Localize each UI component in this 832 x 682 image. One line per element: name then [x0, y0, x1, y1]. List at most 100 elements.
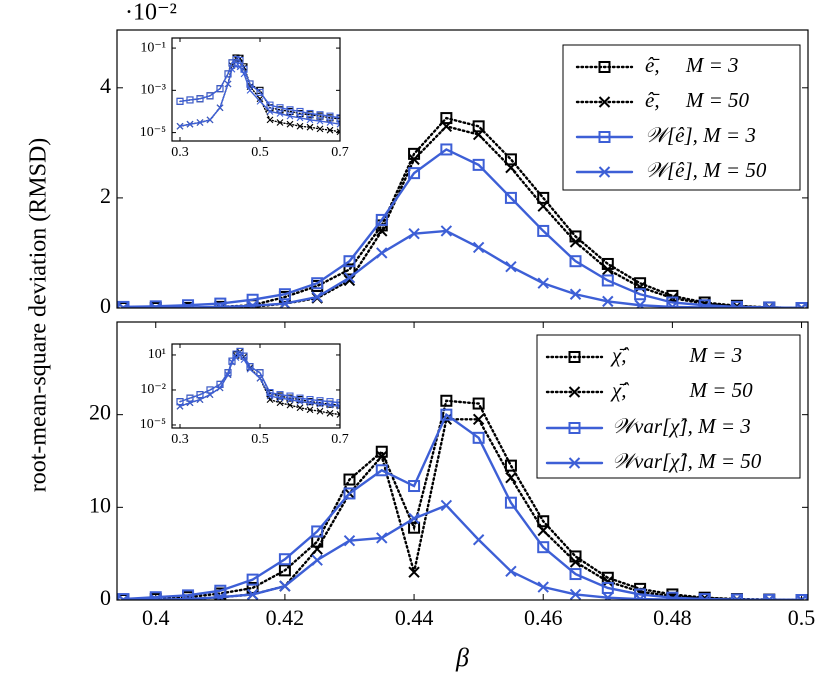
marker [634, 288, 647, 301]
marker [256, 97, 264, 105]
y-tick-label: 10⁻¹ [140, 40, 166, 55]
frame [171, 37, 341, 142]
marker [149, 302, 162, 308]
x-tick-label: 0.3 [171, 145, 189, 160]
x-tick-label: 0.4 [142, 605, 170, 630]
marker [186, 96, 194, 104]
marker [504, 459, 517, 472]
marker [569, 588, 582, 600]
marker [634, 299, 646, 308]
marker [232, 354, 240, 361]
marker [286, 106, 294, 114]
marker [224, 371, 232, 379]
marker [256, 95, 264, 103]
marker [336, 120, 340, 128]
marker [568, 351, 581, 363]
x-tick-label: 0.44 [395, 605, 434, 630]
line [179, 350, 340, 404]
marker [440, 143, 453, 156]
legend-label: 𝒲[ê], M = 50 [645, 158, 767, 182]
marker [296, 404, 304, 412]
x-tick-label: 0.46 [524, 605, 563, 630]
marker [408, 167, 421, 180]
legend-label: 𝒲[ê], M = 3 [645, 123, 756, 147]
plot-area [172, 344, 340, 428]
marker [336, 114, 340, 122]
marker [537, 524, 549, 537]
marker [504, 496, 517, 509]
marker [311, 525, 324, 538]
marker [182, 593, 194, 600]
legend-box [562, 44, 801, 191]
marker [278, 564, 291, 577]
marker [326, 119, 334, 126]
marker [763, 594, 775, 600]
marker [336, 128, 340, 136]
marker [216, 85, 224, 93]
marker [266, 108, 274, 115]
x-tick-label: 0.5 [251, 145, 269, 160]
line [122, 148, 803, 308]
marker [186, 120, 194, 128]
x-tick-label: 0.7 [331, 145, 349, 160]
marker [286, 120, 294, 128]
marker [408, 521, 421, 534]
marker [376, 225, 388, 237]
marker [224, 80, 232, 88]
marker [343, 263, 356, 276]
y-tick-label: 2 [100, 183, 111, 208]
marker [246, 588, 259, 600]
legend-box [536, 334, 801, 479]
marker [316, 407, 324, 415]
marker [326, 409, 334, 417]
marker [504, 191, 517, 204]
marker [246, 300, 259, 308]
marker [602, 575, 614, 588]
marker [296, 107, 304, 116]
marker [440, 225, 453, 237]
marker [296, 122, 304, 130]
y-tick-label: 10⁻⁵ [140, 125, 166, 140]
marker [408, 512, 420, 525]
marker [634, 281, 646, 293]
marker [214, 301, 227, 308]
marker [472, 241, 485, 254]
marker [196, 95, 204, 103]
marker [232, 55, 240, 63]
frame [116, 29, 809, 309]
marker [286, 401, 294, 409]
marker [795, 302, 808, 308]
marker [326, 401, 334, 409]
marker [286, 112, 294, 120]
marker [505, 565, 517, 577]
marker [256, 88, 264, 96]
marker [408, 153, 420, 166]
marker [666, 591, 679, 600]
marker [186, 399, 194, 407]
marker [795, 594, 808, 600]
marker [240, 70, 248, 78]
marker [256, 369, 264, 377]
marker [206, 92, 214, 100]
marker [206, 391, 214, 398]
y-tick-label: 10⁻² [140, 382, 166, 397]
legend-label: χ̂̄, M = 50 [610, 378, 753, 402]
marker [634, 593, 646, 600]
marker [336, 402, 340, 410]
marker [278, 288, 291, 301]
marker [598, 61, 611, 73]
marker [537, 200, 549, 212]
legend-label: ê̄, M = 50 [645, 88, 749, 112]
marker [286, 396, 294, 403]
y-tick-label: 10 [89, 492, 111, 517]
marker [472, 397, 485, 410]
marker [375, 213, 388, 226]
marker [568, 386, 581, 398]
line [122, 229, 803, 308]
marker [598, 166, 611, 178]
marker [408, 480, 421, 493]
marker [276, 104, 284, 112]
marker [246, 581, 259, 594]
marker [795, 302, 808, 308]
marker [472, 413, 485, 426]
